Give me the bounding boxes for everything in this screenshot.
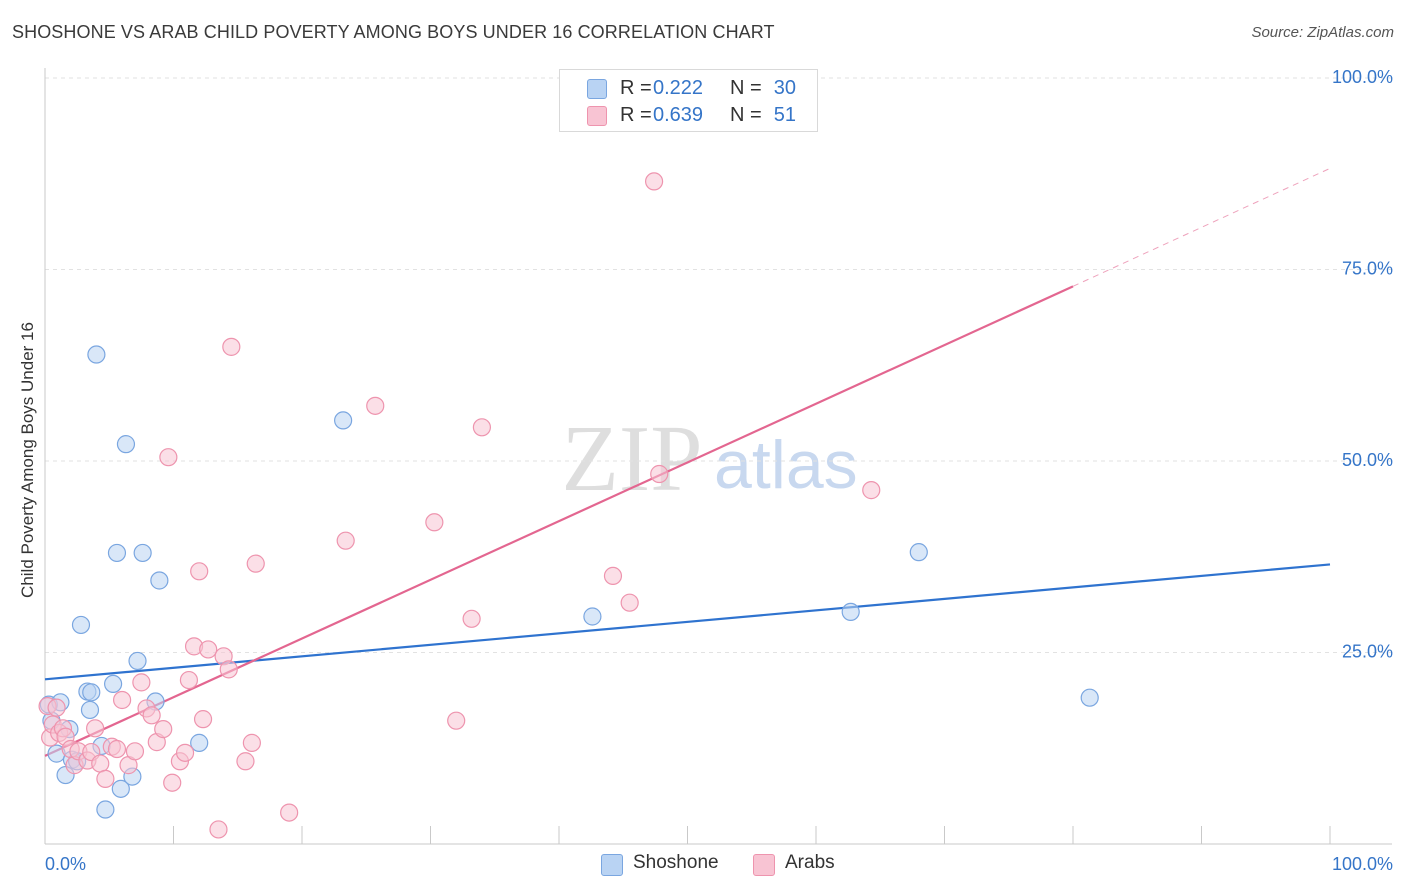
point-arabs bbox=[112, 690, 132, 710]
legend-row-shoshone: R = 0.222 N = 30 bbox=[560, 75, 817, 101]
legend-r-value: 0.639 bbox=[653, 104, 704, 126]
watermark-atlas: atlas bbox=[714, 427, 858, 503]
point-shoshone bbox=[80, 700, 100, 720]
point-arabs bbox=[91, 754, 110, 773]
trend-lines bbox=[44, 167, 1331, 757]
point-shoshone bbox=[96, 800, 115, 819]
point-arabs bbox=[472, 418, 491, 437]
point-arabs bbox=[96, 769, 115, 788]
point-arabs bbox=[159, 448, 178, 467]
y-tick-label: 50.0% bbox=[1342, 450, 1393, 470]
y-tick-label: 25.0% bbox=[1342, 642, 1393, 662]
point-shoshone bbox=[133, 543, 152, 563]
point-shoshone bbox=[1080, 688, 1099, 707]
point-shoshone bbox=[104, 674, 123, 694]
point-shoshone bbox=[87, 345, 106, 364]
point-arabs bbox=[86, 719, 105, 738]
point-arabs bbox=[193, 710, 213, 729]
point-arabs bbox=[199, 640, 218, 659]
point-shoshone bbox=[150, 571, 169, 590]
point-shoshone bbox=[71, 615, 91, 635]
point-arabs bbox=[246, 554, 265, 573]
point-arabs bbox=[236, 752, 255, 771]
point-arabs bbox=[107, 739, 127, 759]
legend-n-value: 51 bbox=[773, 104, 796, 126]
point-shoshone bbox=[116, 435, 136, 454]
point-shoshone bbox=[82, 683, 101, 702]
point-shoshone bbox=[111, 779, 130, 798]
source-note: Source: ZipAtlas.com bbox=[1251, 24, 1394, 41]
point-arabs bbox=[644, 172, 664, 191]
x-tick-label: 100.0% bbox=[1332, 854, 1393, 874]
shoshone-legend-swatch bbox=[601, 854, 623, 876]
point-shoshone bbox=[909, 543, 928, 562]
point-arabs bbox=[447, 711, 466, 730]
trend-extension-arabs bbox=[1072, 167, 1331, 287]
point-arabs bbox=[425, 513, 444, 532]
legend-row-arabs: R = 0.639 N = 51 bbox=[560, 102, 817, 128]
legend-r-value: 0.222 bbox=[653, 77, 704, 99]
legend-n-label: N = bbox=[730, 77, 762, 99]
point-arabs bbox=[242, 733, 261, 752]
legend-r-label: R = bbox=[620, 104, 652, 126]
legend-r-label: R = bbox=[620, 77, 652, 99]
arabs-swatch bbox=[587, 106, 607, 126]
point-arabs bbox=[179, 670, 199, 690]
point-arabs bbox=[603, 566, 623, 586]
trend-line-shoshone bbox=[44, 563, 1331, 681]
point-shoshone bbox=[128, 651, 147, 671]
x-tick-label: 0.0% bbox=[45, 854, 86, 874]
watermark: ZIP atlas bbox=[562, 407, 858, 511]
point-arabs bbox=[125, 742, 145, 761]
arabs-legend-label: Arabs bbox=[785, 852, 835, 873]
point-arabs bbox=[219, 660, 238, 679]
point-arabs bbox=[175, 743, 195, 762]
point-arabs bbox=[154, 719, 173, 739]
data-points bbox=[38, 172, 1099, 839]
point-arabs bbox=[222, 337, 241, 356]
stats-legend: R = 0.222 N = 30 R = 0.639 N = 51 bbox=[559, 69, 818, 132]
point-arabs bbox=[132, 673, 151, 692]
point-arabs bbox=[190, 562, 209, 581]
point-arabs bbox=[366, 396, 385, 415]
tick-labels: 25.0% 50.0% 75.0% 100.0% 0.0% 100.0% bbox=[45, 67, 1393, 874]
chart-title: SHOSHONE VS ARAB CHILD POVERTY AMONG BOY… bbox=[12, 22, 775, 42]
point-shoshone bbox=[841, 602, 860, 622]
arabs-legend-swatch bbox=[753, 854, 775, 876]
y-tick-label: 75.0% bbox=[1342, 259, 1393, 279]
point-arabs bbox=[620, 593, 639, 612]
point-arabs bbox=[209, 820, 228, 839]
point-arabs bbox=[650, 464, 669, 484]
point-arabs bbox=[163, 773, 182, 792]
legend-n-value: 30 bbox=[773, 77, 796, 99]
shoshone-legend-label: Shoshone bbox=[633, 852, 719, 873]
point-arabs bbox=[462, 609, 481, 628]
legend-n-label: N = bbox=[730, 104, 762, 126]
point-shoshone bbox=[107, 543, 127, 563]
trend-line-arabs bbox=[44, 285, 1074, 757]
watermark-zip: ZIP bbox=[562, 407, 703, 511]
point-shoshone bbox=[583, 607, 602, 626]
point-shoshone bbox=[334, 411, 353, 430]
point-shoshone bbox=[190, 733, 209, 752]
shoshone-swatch bbox=[587, 79, 607, 99]
point-arabs bbox=[336, 531, 355, 550]
point-arabs bbox=[862, 481, 881, 500]
y-tick-label: 100.0% bbox=[1332, 67, 1393, 87]
point-arabs bbox=[47, 698, 66, 717]
point-arabs bbox=[280, 803, 299, 822]
series-legend: Shoshone Arabs bbox=[0, 851, 1406, 877]
point-arabs bbox=[142, 706, 161, 725]
